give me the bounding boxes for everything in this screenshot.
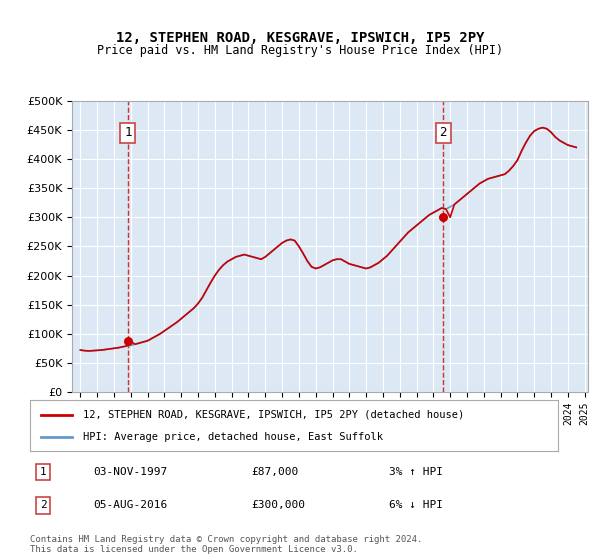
- Text: 12, STEPHEN ROAD, KESGRAVE, IPSWICH, IP5 2PY (detached house): 12, STEPHEN ROAD, KESGRAVE, IPSWICH, IP5…: [83, 409, 464, 419]
- Text: £87,000: £87,000: [252, 467, 299, 477]
- Text: 05-AUG-2016: 05-AUG-2016: [94, 500, 167, 510]
- Text: 6% ↓ HPI: 6% ↓ HPI: [389, 500, 443, 510]
- Text: Contains HM Land Registry data © Crown copyright and database right 2024.
This d: Contains HM Land Registry data © Crown c…: [30, 535, 422, 554]
- Text: 2: 2: [439, 127, 447, 139]
- Text: 1: 1: [124, 127, 132, 139]
- Point: [439, 213, 448, 222]
- Text: 03-NOV-1997: 03-NOV-1997: [94, 467, 167, 477]
- Text: 1: 1: [40, 467, 47, 477]
- Point: [123, 337, 133, 346]
- Text: Price paid vs. HM Land Registry's House Price Index (HPI): Price paid vs. HM Land Registry's House …: [97, 44, 503, 57]
- Text: 3% ↑ HPI: 3% ↑ HPI: [389, 467, 443, 477]
- Text: 2: 2: [40, 500, 47, 510]
- Text: HPI: Average price, detached house, East Suffolk: HPI: Average price, detached house, East…: [83, 432, 383, 442]
- Text: £300,000: £300,000: [252, 500, 306, 510]
- Text: 12, STEPHEN ROAD, KESGRAVE, IPSWICH, IP5 2PY: 12, STEPHEN ROAD, KESGRAVE, IPSWICH, IP5…: [116, 31, 484, 45]
